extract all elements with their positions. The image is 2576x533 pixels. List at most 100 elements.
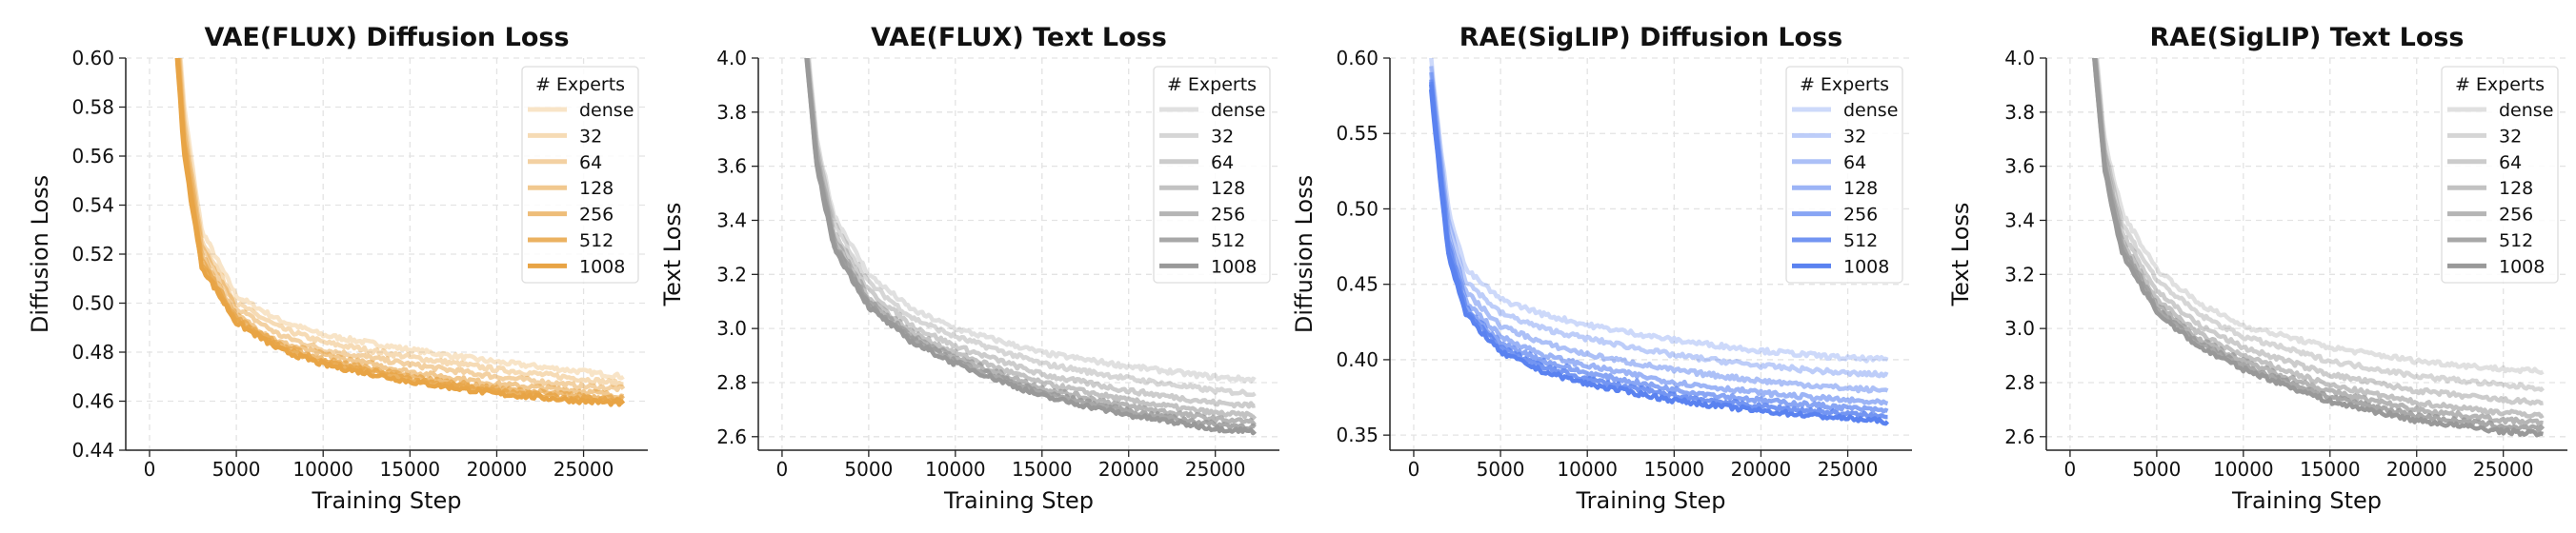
legend-label: 256 bbox=[2499, 205, 2533, 226]
y-tick-label: 0.50 bbox=[1336, 197, 1379, 220]
y-tick-label: 2.8 bbox=[2004, 371, 2035, 394]
series-group bbox=[1428, 58, 1890, 426]
chart-title: RAE(SigLIP) Diffusion Loss bbox=[1459, 23, 1842, 52]
y-tick-label: 0.45 bbox=[1336, 273, 1379, 296]
legend-label: 512 bbox=[2499, 230, 2533, 251]
series-line-32 bbox=[177, 58, 624, 387]
y-tick-label: 3.0 bbox=[716, 317, 747, 340]
x-axis-label: Training Step bbox=[312, 487, 462, 514]
series-line-1008 bbox=[174, 58, 626, 407]
legend-title: # Experts bbox=[2455, 74, 2545, 95]
legend-label: 32 bbox=[2499, 126, 2522, 147]
series-line-1008 bbox=[2092, 58, 2544, 438]
x-tick-label: 15000 bbox=[1012, 458, 1073, 481]
x-tick-label: 10000 bbox=[1557, 458, 1618, 481]
y-tick-label: 0.55 bbox=[1336, 122, 1379, 145]
y-tick-label: 3.8 bbox=[716, 101, 747, 124]
y-axis-label: Text Loss bbox=[1947, 203, 1974, 307]
x-tick-label: 0 bbox=[144, 458, 156, 481]
legend-label: 32 bbox=[1843, 126, 1866, 147]
x-tick-label: 20000 bbox=[467, 458, 528, 481]
series-line-512 bbox=[2092, 58, 2546, 433]
series-line-32 bbox=[2093, 58, 2546, 392]
y-tick-label: 0.52 bbox=[71, 243, 114, 266]
x-tick-label: 10000 bbox=[2213, 458, 2274, 481]
x-axis-label: Training Step bbox=[2231, 487, 2382, 514]
x-tick-label: 20000 bbox=[1098, 458, 1159, 481]
legend-label: 1008 bbox=[1211, 256, 1257, 277]
series-line-512 bbox=[1428, 84, 1888, 421]
legend-box bbox=[2441, 66, 2559, 284]
y-tick-label: 3.0 bbox=[2004, 317, 2035, 340]
y-tick-label: 3.6 bbox=[716, 155, 747, 178]
y-tick-label: 4.0 bbox=[2004, 47, 2035, 69]
y-axis-label: Diffusion Loss bbox=[27, 175, 53, 333]
legend-label: 128 bbox=[2499, 178, 2533, 199]
legend-label: dense bbox=[579, 100, 634, 121]
legend-label: 128 bbox=[579, 178, 614, 199]
legend-label: dense bbox=[2499, 100, 2553, 121]
x-tick-label: 5000 bbox=[2132, 458, 2181, 481]
series-line-dense bbox=[178, 58, 625, 381]
series-group bbox=[804, 58, 1258, 436]
y-tick-label: 2.6 bbox=[2004, 425, 2035, 448]
chart-panel-2: VAE(FLUX) Text Loss 0 5000 10000 15000 20000 2… bbox=[659, 23, 1279, 514]
legend-label: 32 bbox=[579, 126, 602, 147]
x-tick-label: 25000 bbox=[1185, 458, 1246, 481]
series-line-dense bbox=[806, 58, 1257, 384]
legend: # Experts dense 32 64 128 256 512 1008 bbox=[1785, 66, 1903, 284]
x-tick-label: 25000 bbox=[2473, 458, 2534, 481]
legend-box bbox=[521, 66, 639, 284]
x-tick-label: 15000 bbox=[380, 458, 441, 481]
legend-label: 1008 bbox=[2499, 256, 2545, 277]
y-tick-label: 0.56 bbox=[71, 145, 114, 168]
legend-label: dense bbox=[1843, 100, 1898, 121]
y-tick-label: 3.6 bbox=[2004, 155, 2035, 178]
legend-label: 64 bbox=[579, 152, 602, 173]
legend-title: # Experts bbox=[1167, 74, 1257, 95]
y-tick-label: 3.8 bbox=[2004, 101, 2035, 124]
y-tick-label: 4.0 bbox=[716, 47, 747, 69]
x-tick-label: 5000 bbox=[212, 458, 261, 481]
legend-label: dense bbox=[1211, 100, 1265, 121]
legend-label: 256 bbox=[1843, 205, 1878, 226]
y-tick-label: 2.8 bbox=[716, 371, 747, 394]
series-line-64 bbox=[2093, 58, 2544, 406]
legend-label: 64 bbox=[1843, 152, 1866, 173]
y-tick-label: 0.35 bbox=[1336, 424, 1379, 446]
legend-box bbox=[1785, 66, 1903, 284]
x-tick-label: 10000 bbox=[925, 458, 986, 481]
y-tick-label: 0.48 bbox=[71, 341, 114, 364]
series-line-64 bbox=[176, 58, 626, 393]
y-tick-label: 3.2 bbox=[2004, 263, 2035, 286]
legend-label: 256 bbox=[1211, 205, 1245, 226]
series-line-dense bbox=[2094, 58, 2545, 376]
series-line-128 bbox=[175, 58, 625, 401]
y-tick-label: 2.6 bbox=[716, 425, 747, 448]
x-tick-label: 15000 bbox=[2300, 458, 2361, 481]
series-line-128 bbox=[2092, 58, 2545, 419]
x-tick-label: 5000 bbox=[844, 458, 893, 481]
y-tick-label: 0.44 bbox=[71, 439, 114, 462]
legend-label: 1008 bbox=[1843, 256, 1889, 277]
legend-box bbox=[1153, 66, 1271, 284]
x-axis-label: Training Step bbox=[943, 487, 1094, 514]
legend: # Experts dense 32 64 128 256 512 1008 bbox=[521, 66, 639, 284]
y-tick-label: 3.4 bbox=[716, 208, 747, 231]
x-axis-label: Training Step bbox=[1576, 487, 1726, 514]
y-tick-label: 0.50 bbox=[71, 292, 114, 315]
x-tick-label: 15000 bbox=[1644, 458, 1705, 481]
chart-panel-1: VAE(FLUX) Diffusion Loss 0 5000 10000 15000 2… bbox=[27, 23, 648, 514]
legend-label: 128 bbox=[1211, 178, 1245, 199]
series-line-32 bbox=[806, 58, 1257, 398]
y-tick-label: 0.60 bbox=[1336, 47, 1379, 69]
x-tick-label: 25000 bbox=[1818, 458, 1879, 481]
series-line-dense bbox=[1429, 58, 1889, 364]
legend-label: 512 bbox=[579, 230, 614, 251]
series-line-1008 bbox=[1428, 89, 1890, 426]
y-tick-label: 0.58 bbox=[71, 96, 114, 119]
y-axis-label: Diffusion Loss bbox=[1291, 175, 1318, 333]
y-axis-label: Text Loss bbox=[659, 203, 686, 307]
legend-label: 32 bbox=[1211, 126, 1234, 147]
